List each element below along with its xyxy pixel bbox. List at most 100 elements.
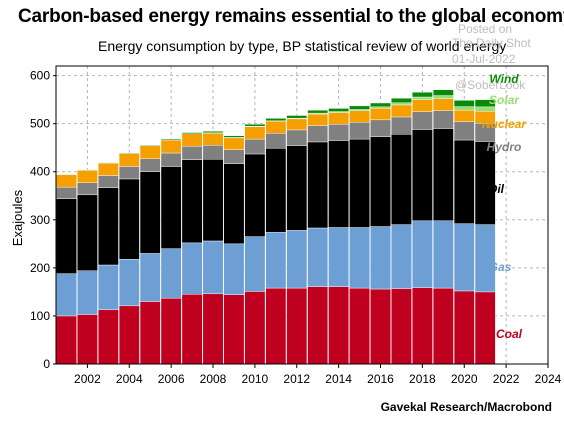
bar-wind	[391, 98, 412, 103]
x-tick-label: 2006	[158, 372, 185, 386]
bar-gas	[223, 243, 245, 295]
bar-gas	[432, 220, 454, 289]
series-label-nuclear: Nuclear	[482, 117, 527, 131]
bar-wind	[181, 132, 203, 134]
bar-gas	[139, 253, 161, 302]
series-label-oil: Oil	[488, 182, 505, 196]
bar-nuclear	[286, 118, 308, 131]
bar-solar	[432, 95, 454, 99]
bar-solar	[474, 106, 496, 112]
bar-gas	[349, 227, 370, 289]
bars	[56, 89, 496, 365]
bar-oil	[286, 145, 308, 231]
bar-nuclear	[349, 110, 370, 123]
bar-wind	[56, 174, 77, 176]
bar-nuclear	[370, 108, 391, 121]
x-tick-label: 2022	[493, 372, 520, 386]
bar-nuclear	[432, 98, 454, 111]
bar-wind	[286, 115, 308, 119]
bar-oil	[202, 159, 224, 242]
bar-oil	[432, 128, 454, 221]
chart-subtitle: Energy consumption by type, BP statistic…	[98, 38, 507, 54]
bar-wind	[349, 105, 370, 110]
bar-coal	[307, 286, 329, 365]
x-tick-label: 2016	[367, 372, 394, 386]
bar-oil	[139, 171, 161, 254]
watermark-line-3: 01-Jul-2022	[452, 52, 516, 66]
bar-oil	[453, 139, 475, 224]
bar-coal	[181, 294, 203, 365]
y-tick-label: 300	[30, 213, 50, 227]
bar-solar	[370, 106, 391, 109]
bar-hydro	[307, 125, 329, 143]
bar-wind	[432, 89, 454, 96]
watermark-line-4: @SoberLook	[455, 78, 526, 92]
bar-oil	[370, 136, 391, 227]
y-tick-label: 100	[30, 309, 50, 323]
bar-hydro	[286, 129, 308, 146]
bar-coal	[432, 287, 454, 365]
bar-coal	[244, 291, 266, 365]
bar-oil	[160, 166, 182, 249]
bar-hydro	[370, 119, 391, 137]
bar-coal	[202, 293, 224, 365]
watermark-line-1: Posted on	[458, 22, 513, 36]
bar-nuclear	[181, 133, 203, 147]
bar-hydro	[265, 133, 287, 149]
bar-gas	[160, 248, 182, 299]
x-tick-label: 2012	[283, 372, 310, 386]
bar-wind	[370, 102, 391, 108]
bar-hydro	[56, 186, 77, 199]
bar-hydro	[118, 166, 140, 180]
bar-gas	[286, 230, 308, 289]
bar-nuclear	[97, 162, 119, 176]
bar-oil	[391, 134, 412, 225]
bar-nuclear	[453, 110, 475, 122]
bar-coal	[265, 287, 287, 365]
x-tick-label: 2024	[535, 372, 562, 386]
bar-gas	[97, 264, 119, 310]
bar-solar	[412, 96, 433, 100]
bar-nuclear	[391, 104, 412, 118]
bar-wind	[328, 108, 349, 112]
bar-nuclear	[307, 113, 329, 126]
series-labels: Coal Gas Oil Hydro Nuclear Solar Wind	[482, 72, 527, 341]
x-tick-label: 2008	[200, 372, 227, 386]
bar-gas	[265, 232, 287, 289]
bar-oil	[56, 198, 77, 274]
y-tick-label: 600	[30, 69, 50, 83]
bar-oil	[307, 141, 329, 229]
bar-coal	[474, 291, 496, 365]
bar-hydro	[97, 175, 119, 188]
bar-hydro	[160, 152, 182, 167]
bar-wind	[77, 169, 98, 171]
bar-oil	[265, 147, 287, 233]
bar-wind	[244, 124, 266, 127]
bar-coal	[223, 294, 245, 365]
y-tick-label: 200	[30, 261, 50, 275]
series-label-wind: Wind	[489, 72, 519, 86]
bar-hydro	[77, 182, 98, 196]
bar-gas	[118, 259, 140, 307]
bar-hydro	[453, 121, 475, 141]
bar-gas	[202, 240, 224, 295]
bar-hydro	[202, 145, 224, 160]
bar-oil	[244, 153, 266, 237]
bar-hydro	[391, 116, 412, 135]
bar-coal	[286, 287, 308, 365]
watermark-line-2: The Daily Shot	[452, 36, 531, 50]
bar-oil	[328, 140, 349, 228]
y-tick-label: 500	[30, 117, 50, 131]
bar-oil	[349, 138, 370, 228]
bar-hydro	[223, 149, 245, 164]
bar-hydro	[328, 123, 349, 141]
bar-wind	[412, 91, 433, 98]
bar-coal	[391, 288, 412, 365]
bar-oil	[412, 129, 433, 221]
bar-coal	[412, 287, 433, 365]
bar-gas	[328, 227, 349, 287]
x-tick-label: 2020	[451, 372, 478, 386]
bar-coal	[56, 315, 77, 365]
bar-coal	[77, 314, 98, 365]
bar-nuclear	[412, 99, 433, 112]
